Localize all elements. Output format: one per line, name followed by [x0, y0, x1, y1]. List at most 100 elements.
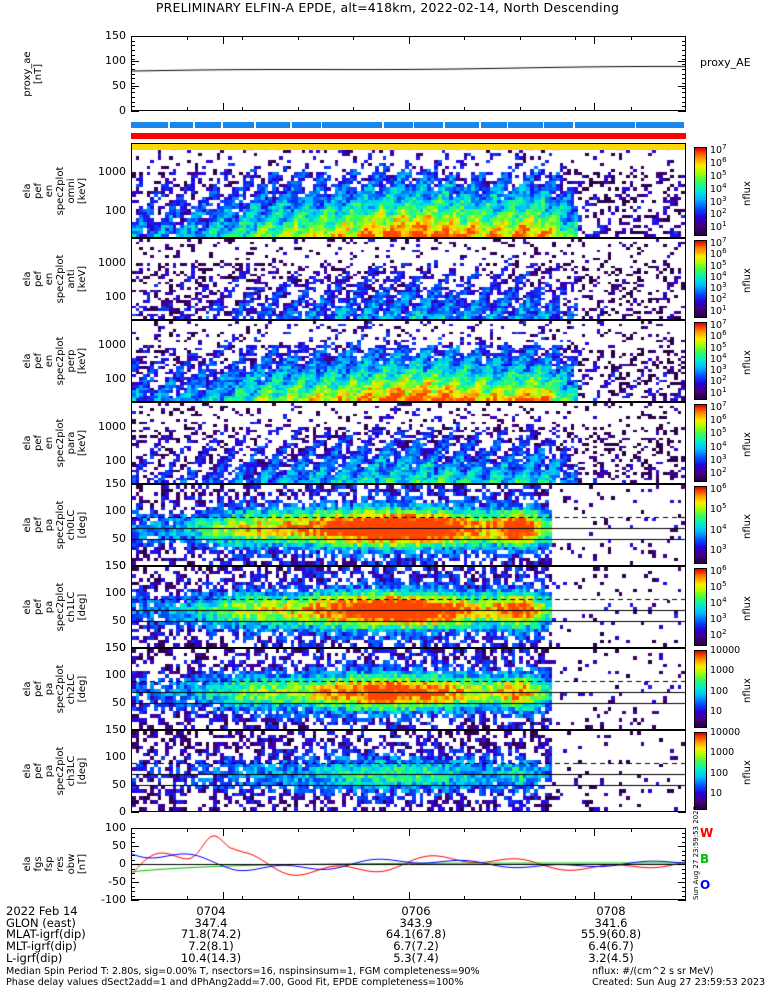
field-legend-b: B	[700, 852, 710, 866]
ylabel-word: pef	[33, 434, 44, 452]
colorbar-tick-label: 107	[710, 236, 727, 250]
bottom-axis-label: MLAT-igrf(dip)	[6, 927, 86, 942]
canvas-pa_ch1	[132, 567, 685, 647]
ytick-mark	[678, 36, 686, 37]
bottom-axis-value: 71.8(74.2)	[180, 927, 242, 942]
bottom-axis-value: 6.7(7.2)	[393, 939, 439, 954]
ylabel-word: ela	[22, 599, 33, 615]
canvas-en_para	[132, 403, 685, 483]
colorbar-tick-label: 104	[710, 351, 727, 365]
colorbar-tick-label: 105	[710, 426, 727, 440]
colorbar-tick-label: 107	[710, 318, 727, 332]
bottom-axis-label: 2022 Feb 14	[6, 904, 78, 918]
ytick-label: 150	[105, 559, 126, 572]
bottom-axis-label: MLT-igrf(dip)	[6, 939, 77, 954]
ytick-mark	[131, 111, 139, 112]
colorbar-tick-label: 104	[710, 596, 727, 610]
ylabel-word: [keV]	[77, 265, 88, 293]
colorbar-tick-label: 104	[710, 439, 727, 453]
ylabel-word: [nT]	[33, 63, 44, 84]
ytick-label: 50	[112, 613, 126, 627]
ylabel-word: omni	[66, 178, 77, 203]
colorbar-tick-label: 10	[710, 705, 723, 717]
colorbar-canvas	[695, 651, 706, 727]
ytick-label: 1000	[98, 337, 126, 351]
ytick-mark	[678, 828, 686, 829]
colorbar-tick-label: 101	[710, 303, 727, 317]
canvas-pa_ch0	[132, 485, 685, 565]
ylabel-word: en	[44, 436, 55, 450]
ytick-label: 1000	[98, 419, 126, 433]
ylabel-word: ela	[22, 435, 33, 451]
ytick-label: 1000	[98, 255, 126, 269]
canvas-pa_ch2	[132, 649, 685, 729]
ylabel-word: pef	[33, 516, 44, 534]
field-legend-o: O	[700, 878, 711, 892]
ytick-mark	[678, 730, 686, 731]
ytick-label: 150	[105, 477, 126, 490]
ylabel-word: en	[44, 272, 55, 286]
footer-right: nflux: #/(cm^2 s sr MeV) Created: Sun Au…	[592, 966, 765, 988]
ytick-label: 0	[119, 723, 126, 736]
ylabel-word: fgs	[33, 856, 44, 872]
ylabel-word: pa	[44, 682, 55, 696]
ytick-label: 50	[112, 79, 126, 92]
colorbar-tick-label: 106	[710, 155, 727, 170]
status-segment	[508, 122, 543, 128]
ylabel-word: ela	[22, 763, 33, 779]
colorbar-pa_ch2	[694, 650, 707, 728]
ytick-label: 0	[119, 641, 126, 654]
ytick-mark	[678, 566, 686, 567]
status-segment	[222, 122, 255, 128]
colorbar-canvas	[695, 569, 706, 645]
ytick-mark	[131, 648, 139, 649]
colorbar-tick-label: 103	[710, 194, 727, 208]
ytick-mark	[678, 484, 686, 485]
status-segment	[414, 122, 444, 128]
colorbar-tick-label: 10	[710, 787, 723, 799]
status-segment	[131, 122, 169, 128]
ylabel-word: en	[44, 354, 55, 368]
status-segment	[444, 122, 480, 128]
ylabel-word: en	[44, 184, 55, 197]
ytick-label: 100	[105, 504, 126, 518]
ytick-label: 100	[105, 668, 126, 682]
colorbar-en_anti	[694, 240, 707, 318]
ylabel-word: fsp	[44, 856, 55, 872]
colorbar-tick-label: 103	[710, 363, 727, 377]
ytick-label: 100	[105, 372, 126, 386]
ytick-label: 0	[119, 559, 126, 572]
ylabel-word: pa	[44, 764, 55, 778]
colorbar-canvas	[695, 405, 706, 481]
ytick-label: 100	[105, 54, 126, 67]
ylabel-word: para	[66, 431, 77, 455]
colorbar-tick-label: 106	[710, 564, 727, 578]
colorbar-tick-label: 102	[710, 466, 727, 480]
bottom-axis-value: 347.4	[194, 915, 228, 930]
colorbar-canvas	[695, 323, 706, 399]
ytick-mark	[131, 900, 139, 901]
canvas-pa_ch3	[132, 731, 685, 811]
bottom-axis-value: 3.2(4.5)	[588, 950, 634, 965]
colorbar-canvas	[695, 241, 706, 317]
status-segment	[194, 122, 222, 128]
ylabel-word: pef	[33, 598, 44, 616]
colorbar-tick-label: 102	[710, 374, 727, 388]
status-segment	[169, 122, 194, 128]
colorbar-tick-label: 102	[710, 292, 727, 306]
ytick-label: 150	[105, 723, 126, 736]
ylabel-word: ela	[22, 517, 33, 533]
colorbar-canvas	[695, 148, 706, 235]
ylabel-word: pef	[33, 270, 44, 288]
colorbar-tick-label: 103	[710, 281, 727, 295]
status-bar-red	[131, 133, 686, 139]
ytick-label: 50	[112, 531, 126, 545]
bottom-axis-value: 10.4(14.3)	[180, 950, 242, 965]
ylabel-word: proxy_ae	[22, 50, 33, 97]
footer-left: Median Spin Period T: 2.80s, sig=0.00% T…	[6, 966, 480, 988]
colorbar-canvas	[695, 733, 706, 809]
colorbar-tick-label: 103	[710, 452, 727, 467]
colorbar-tick-label: 104	[710, 269, 727, 283]
colorbar-tick-label: 10000	[710, 727, 741, 738]
colorbar-title: nflux	[742, 678, 753, 703]
